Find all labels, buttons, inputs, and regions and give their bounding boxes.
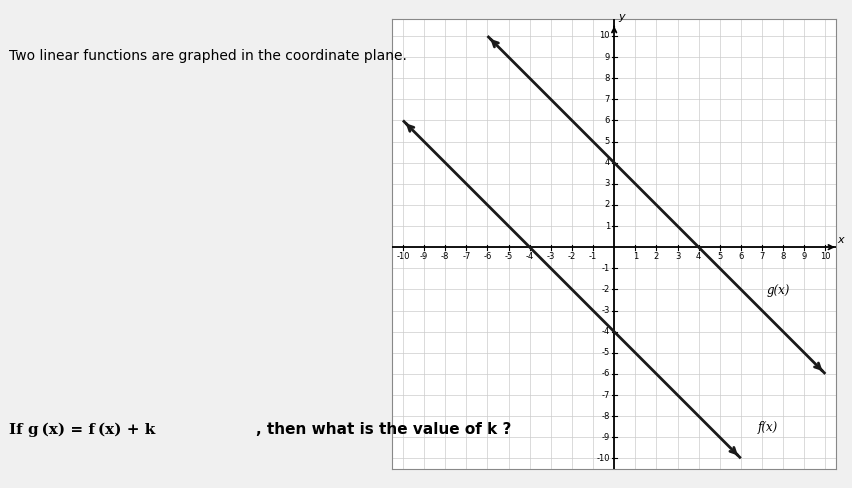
Text: 8: 8 bbox=[780, 252, 785, 262]
Text: -6: -6 bbox=[601, 369, 609, 378]
Text: -7: -7 bbox=[601, 390, 609, 400]
Text: -8: -8 bbox=[601, 412, 609, 421]
Text: -10: -10 bbox=[596, 454, 609, 463]
Text: x: x bbox=[836, 235, 843, 245]
Text: 8: 8 bbox=[604, 74, 609, 82]
Text: 9: 9 bbox=[604, 53, 609, 61]
Text: -5: -5 bbox=[601, 348, 609, 357]
Text: -9: -9 bbox=[419, 252, 428, 262]
Text: 6: 6 bbox=[604, 116, 609, 125]
Text: f(x): f(x) bbox=[757, 421, 777, 434]
Text: -3: -3 bbox=[601, 306, 609, 315]
Text: If g (x) = f (x) + k: If g (x) = f (x) + k bbox=[9, 422, 154, 437]
Text: -3: -3 bbox=[546, 252, 555, 262]
Text: -10: -10 bbox=[395, 252, 409, 262]
Text: 1: 1 bbox=[604, 222, 609, 230]
Text: 5: 5 bbox=[717, 252, 722, 262]
Text: 4: 4 bbox=[604, 158, 609, 167]
Text: -8: -8 bbox=[440, 252, 449, 262]
Text: -7: -7 bbox=[462, 252, 470, 262]
Text: 9: 9 bbox=[801, 252, 806, 262]
Text: 10: 10 bbox=[819, 252, 830, 262]
Text: -1: -1 bbox=[588, 252, 596, 262]
Text: , then what is the value of k ?: , then what is the value of k ? bbox=[256, 422, 510, 437]
Text: 2: 2 bbox=[604, 201, 609, 209]
Text: 6: 6 bbox=[737, 252, 743, 262]
Text: -2: -2 bbox=[601, 285, 609, 294]
Text: 7: 7 bbox=[604, 95, 609, 104]
Text: 7: 7 bbox=[758, 252, 763, 262]
Text: -4: -4 bbox=[525, 252, 533, 262]
Text: Two linear functions are graphed in the coordinate plane.: Two linear functions are graphed in the … bbox=[9, 49, 406, 63]
Text: 2: 2 bbox=[653, 252, 659, 262]
Text: 1: 1 bbox=[632, 252, 637, 262]
Text: -6: -6 bbox=[483, 252, 491, 262]
Text: -9: -9 bbox=[601, 433, 609, 442]
Text: -5: -5 bbox=[504, 252, 512, 262]
Text: -1: -1 bbox=[601, 264, 609, 273]
Text: 3: 3 bbox=[604, 179, 609, 188]
Text: 5: 5 bbox=[604, 137, 609, 146]
Text: -4: -4 bbox=[601, 327, 609, 336]
Text: 4: 4 bbox=[695, 252, 700, 262]
Text: -2: -2 bbox=[567, 252, 575, 262]
Text: g(x): g(x) bbox=[765, 284, 789, 297]
Text: 3: 3 bbox=[674, 252, 679, 262]
Text: 10: 10 bbox=[599, 31, 609, 41]
Text: y: y bbox=[618, 12, 625, 22]
